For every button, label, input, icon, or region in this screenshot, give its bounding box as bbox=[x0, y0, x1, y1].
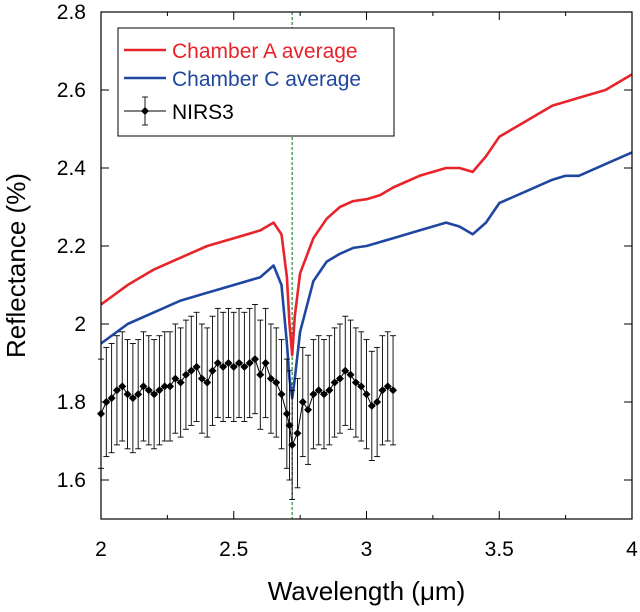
data-point bbox=[256, 371, 264, 379]
data-point bbox=[363, 390, 371, 398]
legend-label: NIRS3 bbox=[172, 101, 234, 124]
data-point bbox=[262, 359, 270, 367]
x-tick-label: 2 bbox=[95, 538, 107, 561]
x-tick-label: 2.5 bbox=[219, 538, 248, 561]
y-tick-label: 2.2 bbox=[57, 235, 86, 258]
data-point bbox=[166, 382, 174, 390]
y-tick-label: 2.6 bbox=[57, 79, 86, 102]
x-tick-label: 4 bbox=[626, 538, 638, 561]
y-tick-label: 2.4 bbox=[57, 157, 87, 180]
x-axis-title: Wavelength (μm) bbox=[268, 576, 466, 606]
chart: 2 2.5 3 3.5 4 1.6 1.8 2 2.2 2.4 2.6 2.8 Wavelength … bbox=[0, 0, 640, 612]
legend: Chamber A average Chamber C average NIRS3 bbox=[118, 28, 394, 136]
data-point bbox=[299, 398, 307, 406]
x-tick-label: 3 bbox=[361, 538, 373, 561]
y-tick-label: 2 bbox=[74, 313, 86, 336]
data-point bbox=[209, 367, 217, 375]
legend-label: Chamber C average bbox=[172, 68, 361, 91]
y-tick-label: 1.6 bbox=[57, 469, 86, 492]
data-point bbox=[304, 406, 312, 414]
data-point bbox=[278, 390, 286, 398]
x-tick-label: 3.5 bbox=[485, 538, 514, 561]
series-nirs3 bbox=[97, 305, 397, 500]
legend-label: Chamber A average bbox=[172, 40, 358, 63]
y-axis-title: Reflectance (%) bbox=[1, 173, 31, 358]
y-tick-label: 1.8 bbox=[57, 391, 86, 414]
y-tick-label: 2.8 bbox=[57, 1, 86, 24]
series-line-nirs3 bbox=[101, 359, 393, 445]
data-point bbox=[293, 429, 301, 437]
